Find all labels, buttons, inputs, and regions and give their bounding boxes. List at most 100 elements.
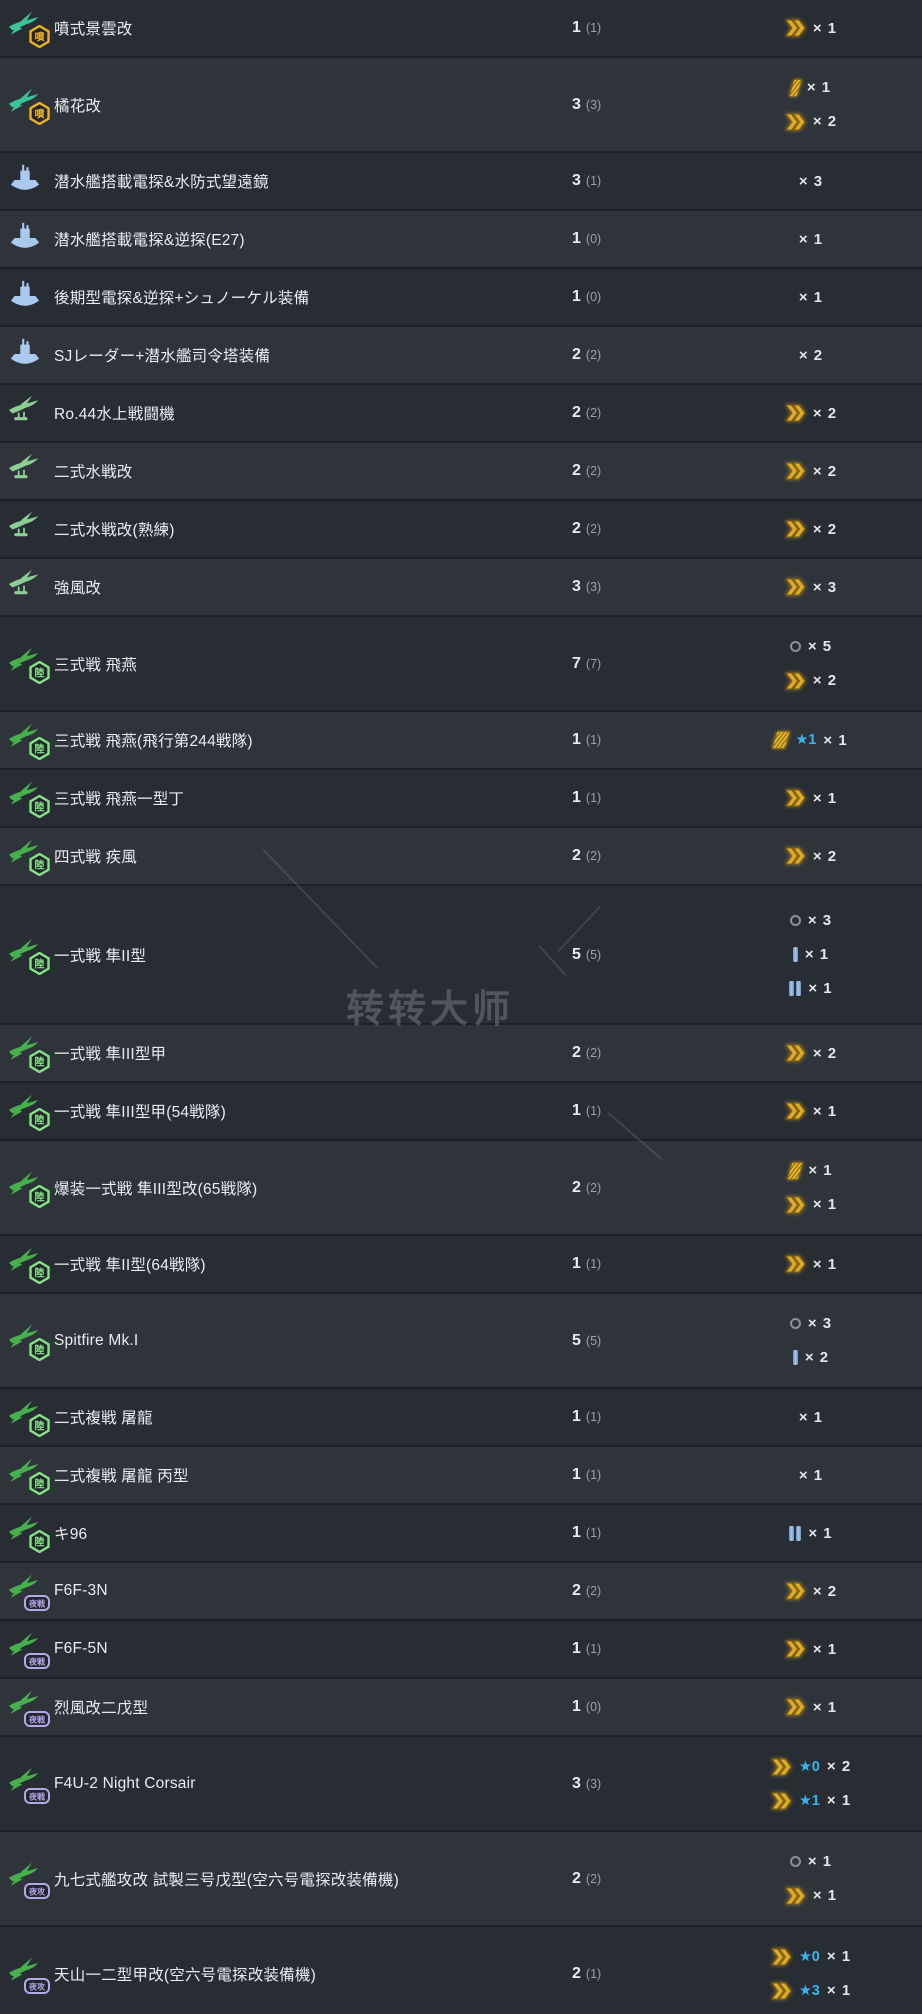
- land-based-fighter-icon: 陸: [8, 1169, 50, 1208]
- svg-text:陸: 陸: [35, 1420, 45, 1433]
- proficiency-count: × 1: [812, 1698, 838, 1716]
- equipment-row[interactable]: 噴橘花改 3 (3) × 1 × 2: [0, 58, 922, 153]
- equipment-row[interactable]: 夜戦 F6F-3N 2 (2) × 2: [0, 1563, 922, 1621]
- proficiency-level0-icon: [789, 915, 801, 926]
- equipment-row[interactable]: 陸一式戦 隼III型甲 2 (2) × 2: [0, 1025, 922, 1083]
- proficiency-count: × 1: [808, 1524, 833, 1542]
- proficiency-count: × 3: [807, 1315, 833, 1332]
- proficiency-entry: × 2: [784, 105, 837, 139]
- proficiency-entry: × 2: [784, 664, 837, 698]
- submarine-equipment-icon: [8, 162, 50, 200]
- proficiency-entry: × 1: [788, 71, 831, 105]
- equipment-count: 3 (3): [572, 1774, 602, 1792]
- proficiency-count: × 1: [798, 1408, 824, 1426]
- proficiency-count: × 2: [812, 520, 838, 538]
- seaplane-fighter-icon: [8, 568, 50, 606]
- proficiency-entry: × 2: [784, 839, 837, 873]
- equipment-row[interactable]: 陸三式戦 飛燕 7 (7) × 5 × 2: [0, 617, 922, 712]
- land-based-fighter-icon: 陸: [8, 837, 50, 876]
- equipment-row[interactable]: 二式水戦改(熟練) 2 (2) × 2: [0, 501, 922, 559]
- equipment-count: 1 (1): [572, 1102, 602, 1119]
- svg-text:陸: 陸: [35, 1190, 45, 1203]
- equipment-row[interactable]: 陸一式戦 隼II型 5 (5) × 3 × 1 × 1: [0, 886, 922, 1025]
- equipment-row[interactable]: 陸一式戦 隼III型甲(54戦隊) 1 (1) × 1: [0, 1083, 922, 1141]
- equipment-name: 強風改: [54, 580, 102, 597]
- equipment-name: Ro.44水上戦闘機: [54, 406, 175, 423]
- equipment-row[interactable]: 潜水艦搭載電探&逆探(E27) 1 (0) × 1: [0, 211, 922, 269]
- equipment-row[interactable]: 陸一式戦 隼II型(64戦隊) 1 (1) × 1: [0, 1236, 922, 1294]
- improvement-star-level: ★3: [798, 1982, 820, 1999]
- proficiency-bar-icon: [792, 1350, 798, 1365]
- equipment-row[interactable]: 夜戦 F4U-2 Night Corsair 3 (3) ★0 × 2 ★1 × 1: [0, 1737, 922, 1832]
- svg-text:夜戦: 夜戦: [28, 1657, 46, 1667]
- improvement-star-level: ★1: [798, 1792, 820, 1809]
- proficiency-entry: × 1: [799, 222, 823, 256]
- equipment-count: 1 (0): [572, 230, 602, 247]
- proficiency-count: × 2: [812, 404, 838, 422]
- equipment-row[interactable]: 陸二式複戦 屠龍 丙型 1 (1) × 1: [0, 1447, 922, 1505]
- equipment-row[interactable]: SJレーダー+潜水艦司令塔装備 2 (2) × 2: [0, 327, 922, 385]
- equipment-row[interactable]: 後期型電探&逆探+シュノーケル装備 1 (0) × 1: [0, 269, 922, 327]
- equipment-row[interactable]: 夜攻 天山一二型甲改(空六号電探改装備機) 2 (1) ★0 × 1 ★3 × 1: [0, 1927, 922, 2014]
- equipment-row[interactable]: 陸三式戦 飛燕一型丁 1 (1) × 1: [0, 770, 922, 828]
- equipment-name: 四式戦 疾風: [54, 849, 138, 866]
- svg-text:夜攻: 夜攻: [28, 1981, 46, 1991]
- proficiency-count: × 2: [812, 1582, 838, 1600]
- equipment-row[interactable]: 夜戦 烈風改二戊型 1 (0) × 1: [0, 1679, 922, 1737]
- improvement-star-level: ★1: [795, 732, 817, 748]
- equipment-name: 九七式艦攻改 試製三号戊型(空六号電探改装備機): [54, 1871, 399, 1889]
- proficiency-entry: × 1: [784, 1879, 837, 1913]
- equipment-row[interactable]: 陸四式戦 疾風 2 (2) × 2: [0, 828, 922, 886]
- equipment-count: 2 (2): [572, 346, 602, 363]
- proficiency-bar-icon: [789, 1525, 802, 1541]
- night-attacker-icon: 夜攻: [8, 1860, 50, 1899]
- equipment-row[interactable]: 二式水戦改 2 (2) × 2: [0, 443, 922, 501]
- equipment-row[interactable]: 潜水艦搭載電探&水防式望遠鏡 3 (1) × 3: [0, 153, 922, 211]
- equipment-row[interactable]: 陸爆装一式戦 隼III型改(65戦隊) 2 (2) × 1 × 1: [0, 1141, 922, 1236]
- equipment-count: 2 (1): [572, 1964, 602, 1982]
- improvement-star-level: ★0: [798, 1758, 820, 1775]
- land-based-fighter-icon: 陸: [8, 1245, 50, 1284]
- equipment-count: 3 (1): [572, 172, 602, 189]
- proficiency-entry: ★0 × 2: [770, 1750, 852, 1784]
- svg-text:夜戦: 夜戦: [28, 1599, 46, 1609]
- proficiency-entry: × 3: [789, 1307, 833, 1341]
- proficiency-level0-icon: [789, 641, 801, 652]
- equipment-name: 二式複戦 屠龍: [54, 1410, 153, 1427]
- equipment-count: 1 (1): [572, 1255, 602, 1272]
- equipment-row[interactable]: 夜戦 F6F-5N 1 (1) × 1: [0, 1621, 922, 1679]
- proficiency-entry: × 1: [789, 972, 832, 1006]
- equipment-row[interactable]: 夜攻 九七式艦攻改 試製三号戊型(空六号電探改装備機) 2 (2) × 1 × 1: [0, 1832, 922, 1927]
- equipment-count: 2 (2): [572, 1178, 602, 1196]
- night-fighter-icon: 夜戦: [8, 1572, 50, 1611]
- proficiency-entry: ★1 × 1: [771, 723, 847, 757]
- svg-text:陸: 陸: [35, 1267, 45, 1280]
- proficiency-count: × 2: [826, 1758, 852, 1775]
- equipment-row[interactable]: 陸 Spitfire Mk.I 5 (5) × 3 × 2: [0, 1294, 922, 1389]
- equipment-row[interactable]: 陸二式複戦 屠龍 1 (1) × 1: [0, 1389, 922, 1447]
- proficiency-entry: × 2: [799, 338, 823, 372]
- proficiency-count: × 1: [812, 1196, 838, 1213]
- proficiency-count: × 1: [812, 1640, 838, 1658]
- proficiency-count: × 1: [798, 288, 824, 306]
- proficiency-count: × 1: [826, 1792, 852, 1809]
- night-fighter-icon: 夜戦: [8, 1688, 50, 1727]
- proficiency-count: × 2: [804, 1349, 830, 1366]
- land-based-fighter-icon: 陸: [8, 1398, 50, 1437]
- equipment-count: 3 (3): [572, 95, 602, 113]
- svg-text:陸: 陸: [35, 666, 45, 679]
- proficiency-entry: × 1: [784, 781, 837, 815]
- night-fighter-icon: 夜戦: [8, 1765, 50, 1804]
- proficiency-count: × 1: [812, 1102, 838, 1120]
- equipment-row[interactable]: 噴噴式景雲改 1 (1) × 1: [0, 0, 922, 58]
- equipment-row[interactable]: Ro.44水上戦闘機 2 (2) × 2: [0, 385, 922, 443]
- jet-aircraft-icon: 噴: [8, 9, 50, 48]
- proficiency-level0-icon: [789, 1856, 801, 1867]
- equipment-name: 天山一二型甲改(空六号電探改装備機): [54, 1966, 316, 1984]
- equipment-row[interactable]: 強風改 3 (3) × 3: [0, 559, 922, 617]
- svg-text:夜戦: 夜戦: [28, 1791, 46, 1801]
- equipment-row[interactable]: 陸三式戦 飛燕(飛行第244戦隊) 1 (1) ★1 × 1: [0, 712, 922, 770]
- equipment-name: 烈風改二戊型: [54, 1700, 149, 1717]
- equipment-row[interactable]: 陸キ96 1 (1) × 1: [0, 1505, 922, 1563]
